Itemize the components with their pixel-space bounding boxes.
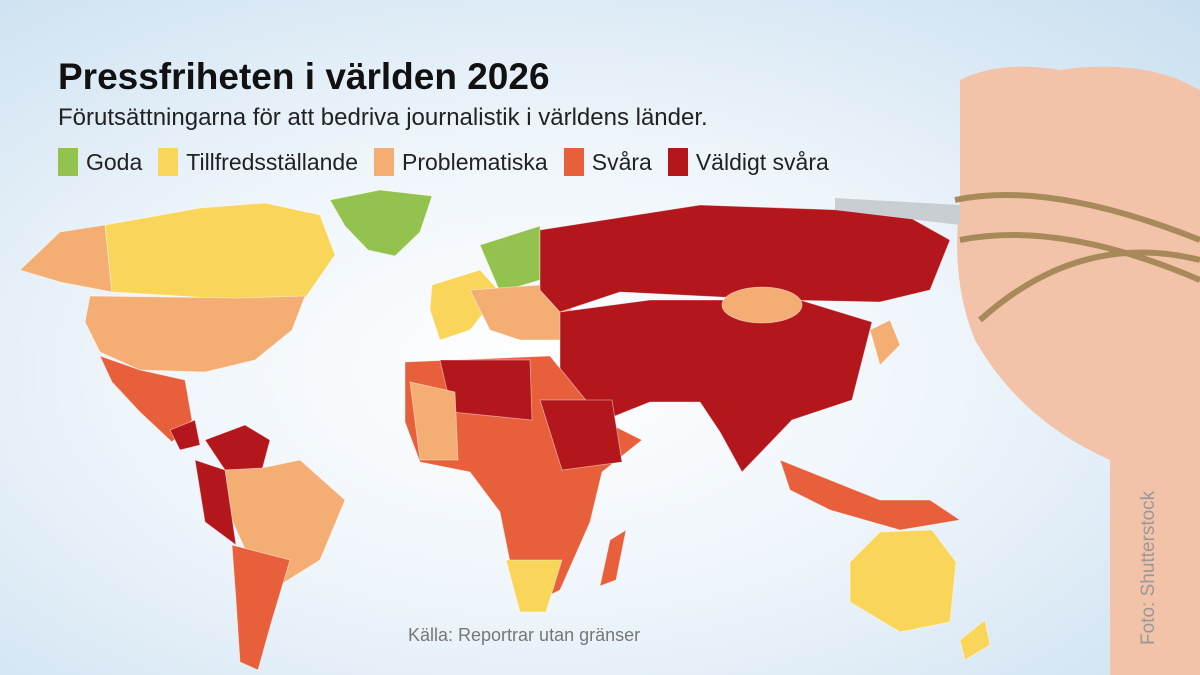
legend-item: Väldigt svåra (667, 148, 829, 176)
country-region (539, 204, 951, 313)
legend-swatch (374, 148, 394, 176)
hand (835, 66, 1200, 675)
country-region (721, 286, 803, 324)
country-region (104, 202, 336, 301)
legend-swatch (667, 148, 688, 176)
country-region (329, 189, 433, 257)
subtitle: Förutsättningarna för att bedriva journa… (58, 104, 708, 131)
legend-swatch (158, 148, 179, 176)
country-region (959, 619, 991, 661)
legend-item: Problematiska (374, 148, 548, 176)
legend-label: Problematiska (402, 148, 548, 175)
country-region (849, 529, 957, 633)
country-region (779, 459, 962, 531)
country-region (194, 459, 237, 546)
country-region (19, 224, 113, 293)
legend-item: Goda (58, 148, 142, 176)
country-region (429, 269, 501, 341)
country-region (505, 559, 563, 613)
country-region (409, 381, 459, 461)
legend-item: Tillfredsställande (158, 148, 358, 176)
legend-label: Väldigt svåra (695, 148, 829, 175)
country-region (539, 399, 623, 471)
legend-label: Tillfredsställande (186, 148, 358, 175)
country-region (231, 544, 291, 671)
country-region (169, 419, 201, 451)
legend-swatch (58, 148, 78, 176)
legend-label: Svåra (591, 148, 652, 175)
legend-item: Svåra (563, 148, 652, 176)
source: Källa: Reportrar utan gränser (408, 625, 641, 645)
legend-swatch (563, 148, 584, 176)
title: Pressfriheten i världen 2026 (58, 56, 550, 97)
photo-credit: Foto: Shutterstock (1138, 490, 1159, 645)
country-region (869, 319, 901, 366)
legend-label: Goda (86, 148, 143, 175)
country-region (204, 424, 271, 471)
legend: Goda Tillfredsställande Problematiska Svåra… (58, 148, 829, 176)
country-region (84, 295, 306, 373)
country-region (599, 529, 627, 587)
